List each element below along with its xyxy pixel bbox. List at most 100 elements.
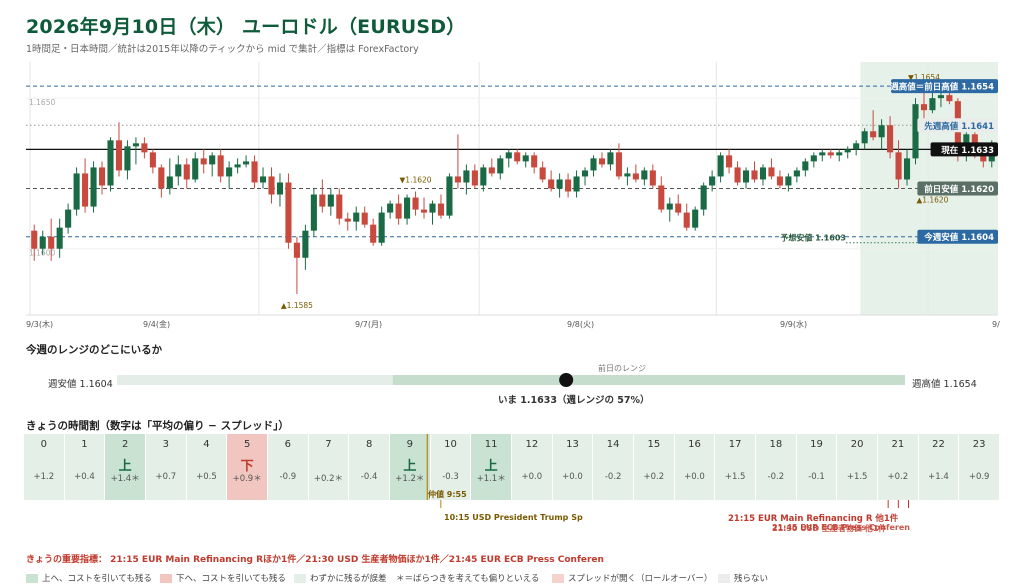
hour-label: 7 xyxy=(325,439,332,450)
level-label: 前日安値 1.1620 xyxy=(924,184,994,195)
hour-value: +0.7 xyxy=(155,472,177,482)
level-badge xyxy=(930,142,998,157)
candle-body xyxy=(666,203,673,210)
price-annotation: ▲1.1620 xyxy=(916,196,948,205)
hour-value: +0.9＊ xyxy=(232,474,262,484)
hour-cell: 19 -0.1 xyxy=(796,434,838,500)
legend-label: ＊＝ばらつきを考えても偏りといえる xyxy=(396,574,540,584)
hour-label: 12 xyxy=(525,439,539,450)
hour-direction: 上 xyxy=(118,459,132,474)
hour-label: 10 xyxy=(444,439,457,450)
hour-label: 15 xyxy=(647,439,661,450)
candle-body xyxy=(378,212,385,243)
candle-body xyxy=(200,158,207,165)
candle-body xyxy=(48,236,55,249)
candle-body xyxy=(590,158,597,171)
candle-body xyxy=(183,164,190,180)
hour-cell: 11 上 +1.1＊ xyxy=(471,434,512,500)
prev-day-range-label: 前日のレンジ xyxy=(598,364,646,373)
hour-cell: 6 -0.9 xyxy=(268,434,309,500)
candle-body xyxy=(776,176,783,186)
current-position-label: いま 1.1633（週レンジの 57%） xyxy=(498,395,650,406)
hour-cell: 13 +0.0 xyxy=(552,434,594,500)
hour-label: 4 xyxy=(203,439,210,450)
x-tick-label: 9/7(月) xyxy=(355,320,382,329)
candle-body xyxy=(268,176,275,195)
candle-body xyxy=(709,176,716,186)
candle-body xyxy=(429,203,436,213)
hour-label: 3 xyxy=(162,439,170,450)
candle-body xyxy=(285,182,292,243)
candle-body xyxy=(522,155,529,162)
candle-body xyxy=(82,173,89,207)
forecast-low-label: 予想安値 1.1603 xyxy=(780,233,846,243)
legend-item: スプレッドが開く（ロールオーバー） xyxy=(552,572,712,584)
hour-cell: 18 -0.2 xyxy=(756,434,797,500)
candle-body xyxy=(115,140,123,171)
hour-value: -0.2 xyxy=(604,472,622,482)
level-badge xyxy=(917,181,998,196)
candle-body xyxy=(793,170,800,177)
legend-swatch xyxy=(26,573,38,583)
hour-cell: 15 +0.2 xyxy=(634,434,675,500)
hour-cell: 22 +1.4 xyxy=(918,434,960,500)
hour-value: +1.4＊ xyxy=(110,474,140,484)
candle-body xyxy=(768,167,775,177)
candle-body xyxy=(514,152,521,162)
hour-direction: 上 xyxy=(403,459,417,474)
candle-body xyxy=(437,203,445,216)
candle-body xyxy=(675,203,682,213)
hour-label: 14 xyxy=(606,439,620,450)
legend-swatch xyxy=(552,573,564,583)
candle-body xyxy=(903,158,911,180)
hour-value: +1.5 xyxy=(724,472,746,482)
level-label: 現在 1.1633 xyxy=(941,145,994,156)
candle-body xyxy=(226,167,233,177)
candle-body xyxy=(759,167,767,180)
candle-body xyxy=(387,203,394,213)
hour-cell: 9 上 +1.2＊ xyxy=(390,434,431,500)
week-high-label: 週高値 1.1654 xyxy=(912,379,977,390)
candle-body xyxy=(615,152,622,177)
event-markers xyxy=(426,434,909,508)
hour-label: 9 xyxy=(406,439,414,450)
hour-label: 13 xyxy=(566,439,579,450)
level-label: 週高値＝前日高値 1.1654 xyxy=(890,82,994,93)
candle-body xyxy=(827,152,834,156)
candle-body xyxy=(395,203,402,219)
hour-cell: 4 +0.5 xyxy=(186,434,228,500)
legend-label: 上へ、コストを引いても残る xyxy=(42,574,152,584)
hour-cell: 20 +1.5 xyxy=(837,434,878,500)
price-annotation: ▼1.1620 xyxy=(400,176,432,185)
candle-body xyxy=(158,167,165,189)
hour-value: -0.3 xyxy=(442,472,459,482)
candle-body xyxy=(175,164,182,177)
page-title: 2026年9月10日（木） ユーロドル（EURUSD） xyxy=(26,16,466,38)
candle-body xyxy=(565,179,572,192)
hour-cell: 0 +1.2 xyxy=(24,434,65,500)
candle-body xyxy=(124,146,131,171)
x-tick-label: 9/3(木) xyxy=(26,319,53,329)
candle-body xyxy=(132,143,139,147)
x-tick-label: 9/8(火) xyxy=(567,320,594,329)
hour-label: 0 xyxy=(40,439,48,450)
candle-body xyxy=(539,167,546,180)
hour-value: -0.4 xyxy=(360,472,378,482)
candle-body xyxy=(234,164,241,168)
candle-body xyxy=(607,152,614,165)
level-label: 今週安値 1.1604 xyxy=(923,232,994,243)
hour-label: 2 xyxy=(121,439,129,450)
hour-value: +1.5 xyxy=(846,472,868,482)
event-21-line2: 21:30 USD 生産者物価 他1件 xyxy=(772,524,887,533)
hour-label: 23 xyxy=(972,439,986,450)
level-label: 先週高値 1.1641 xyxy=(924,121,994,132)
candle-body xyxy=(463,170,470,183)
legend-label: わずかに残るが誤差 xyxy=(310,574,387,584)
candle-body xyxy=(217,155,224,177)
candle-body xyxy=(853,143,860,150)
candle-body xyxy=(31,230,38,249)
candle-body xyxy=(531,155,538,168)
candle-body xyxy=(573,176,580,192)
legend-item: 下へ、コストを引いても残る xyxy=(160,572,286,584)
